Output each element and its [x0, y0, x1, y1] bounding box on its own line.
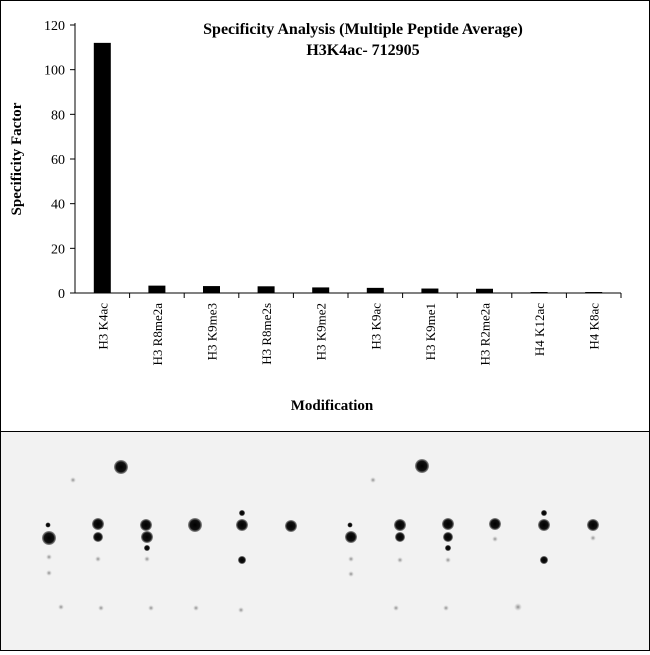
- x-tick-label: H3 K9me1: [423, 303, 438, 360]
- bar: [530, 292, 548, 293]
- faint-spot: [46, 570, 52, 576]
- x-axis-label: Modification: [291, 398, 374, 414]
- axes: [74, 23, 621, 294]
- blot-spots-group: [42, 459, 599, 613]
- faint-spot: [70, 477, 76, 483]
- x-tick-label: H4 K8ac: [587, 303, 602, 350]
- y-tick-label: 40: [51, 198, 65, 213]
- bar: [93, 42, 111, 293]
- blot-spot: [285, 520, 297, 532]
- bar: [366, 287, 384, 293]
- y-tick-label: 20: [51, 242, 65, 257]
- blot-spot: [239, 510, 245, 516]
- blot-spot: [395, 532, 405, 542]
- y-tick-label: 120: [44, 19, 65, 34]
- y-tick-label: 0: [58, 287, 65, 302]
- bar-chart: Specificity Analysis (Multiple Peptide A…: [9, 19, 622, 414]
- faint-spot: [148, 605, 154, 611]
- faint-spot: [348, 556, 354, 562]
- x-ticks-group: H3 K4ac H3 R8me2a H3 K9me3 H3 R8me2s H3 K9me…: [95, 293, 622, 366]
- faint-spot: [397, 557, 403, 563]
- dot-blot-image: [1, 432, 649, 650]
- y-tick-label: 100: [44, 64, 65, 79]
- blot-spot: [445, 545, 451, 551]
- x-tick-label: H3 K9me2: [314, 303, 329, 360]
- chart-title: Specificity Analysis (Multiple Peptide A…: [203, 21, 523, 38]
- x-tick-label: H3 R2me2a: [478, 303, 493, 366]
- blot-spot: [587, 519, 599, 531]
- faint-spot: [443, 605, 449, 611]
- bar: [476, 288, 493, 293]
- blot-spot: [541, 510, 547, 516]
- blot-spot: [140, 519, 152, 531]
- blot-spot: [93, 532, 103, 542]
- blot-spot: [45, 522, 51, 528]
- blot-spot: [538, 519, 550, 531]
- bar: [257, 286, 275, 293]
- faint-spot: [144, 556, 150, 562]
- blot-spot: [114, 460, 128, 474]
- faint-spot: [348, 571, 354, 577]
- x-tick-label: H3 R8me2a: [150, 303, 165, 366]
- blot-spot: [188, 518, 202, 532]
- blot-spot: [489, 518, 501, 530]
- bar: [148, 285, 166, 293]
- faint-spot: [393, 605, 399, 611]
- x-tick-label: H3 K4ac: [95, 303, 110, 350]
- bar: [203, 286, 220, 293]
- faint-spot: [95, 556, 101, 562]
- bar: [312, 287, 330, 293]
- faint-spot: [590, 535, 596, 541]
- x-tick-label: H3 K9ac: [368, 303, 383, 350]
- blot-spot: [144, 545, 150, 551]
- faint-spot: [46, 554, 52, 560]
- blot-spot: [347, 522, 353, 528]
- faint-spot: [370, 477, 376, 483]
- dot-blot-svg: [1, 432, 649, 650]
- blot-spot: [345, 531, 357, 543]
- x-tick-label: H4 K12ac: [532, 303, 547, 356]
- y-tick-label: 80: [51, 108, 65, 123]
- x-tick-label: H3 K9me3: [205, 303, 220, 360]
- bars-group: [93, 42, 603, 293]
- faint-spot: [492, 536, 498, 542]
- blot-spot: [236, 519, 248, 531]
- blot-spot: [415, 459, 429, 473]
- blot-spot: [42, 531, 56, 545]
- blot-spot: [238, 556, 246, 564]
- blot-spot: [443, 532, 453, 542]
- chart-subtitle: H3K4ac- 712905: [306, 42, 419, 59]
- faint-spot: [445, 557, 451, 563]
- faint-spot: [58, 604, 64, 610]
- blot-spot: [141, 531, 153, 543]
- y-tick-label: 60: [51, 153, 65, 168]
- bar: [585, 292, 603, 293]
- faint-spot: [193, 605, 199, 611]
- faint-spot: [238, 607, 244, 613]
- blot-spot: [92, 518, 104, 530]
- faint-spot: [98, 605, 104, 611]
- faint-spot: [514, 603, 522, 611]
- chart-panel: Specificity Analysis (Multiple Peptide A…: [1, 1, 649, 432]
- blot-spot: [442, 518, 454, 530]
- x-tick-label: H3 R8me2s: [259, 303, 274, 365]
- y-ticks-group: 0 20 40 60 80 100 120: [44, 19, 75, 302]
- blot-spot: [540, 556, 548, 564]
- bar: [421, 288, 439, 293]
- blot-spot: [394, 519, 406, 531]
- y-axis-label: Specificity Factor: [9, 102, 25, 215]
